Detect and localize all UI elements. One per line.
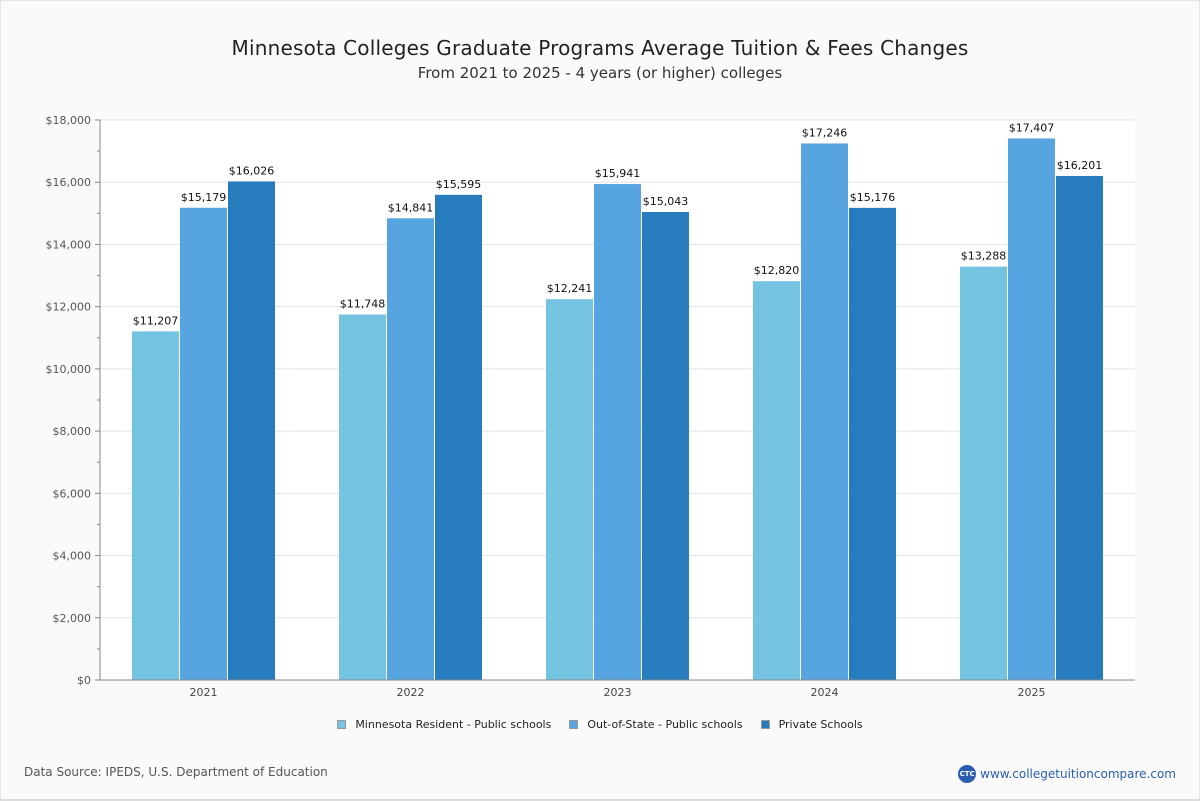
data-source: Data Source: IPEDS, U.S. Department of E…	[24, 765, 328, 779]
y-tick-label: $16,000	[46, 176, 92, 189]
bar	[642, 211, 689, 681]
x-tick-label: 2023	[604, 686, 632, 699]
bars: $11,207 $15,179 $16,026 $11,748 $14,841$15,5…	[132, 121, 1103, 681]
data-label: $15,941	[595, 167, 641, 180]
data-label: $15,176	[850, 191, 896, 204]
y-tick-label: $4,000	[53, 550, 92, 563]
bar	[960, 266, 1007, 680]
bar	[801, 143, 848, 681]
x-tick-label: 2022	[397, 686, 425, 699]
data-label: $16,201	[1057, 159, 1103, 172]
bar	[1008, 138, 1055, 681]
data-label: $15,595	[436, 178, 482, 191]
bar	[849, 207, 896, 680]
data-label: $17,246	[802, 126, 848, 139]
bar	[228, 181, 275, 680]
x-tick-label: 2021	[190, 686, 218, 699]
axes: $0 $2,000 $4,000 $6,000 $8,000 $10,000 $12,000…	[46, 114, 1135, 699]
brand-logo-icon: CTC	[958, 765, 977, 783]
bar	[435, 194, 482, 681]
bar	[132, 331, 179, 680]
legend-item-private[interactable]: Private Schools	[760, 718, 863, 731]
legend-item-resident[interactable]: Minnesota Resident - Public schools	[337, 718, 551, 731]
data-label: $16,026	[229, 164, 275, 177]
y-tick-label: $2,000	[53, 612, 92, 625]
data-label: $15,179	[181, 191, 227, 204]
y-tick-label: $12,000	[46, 301, 92, 314]
y-tick-label: $18,000	[46, 114, 92, 127]
legend-label: Private Schools	[778, 718, 863, 731]
y-tick-label: $14,000	[46, 238, 92, 251]
legend-swatch-out-of-state	[569, 720, 579, 729]
data-label: $13,288	[961, 250, 1007, 263]
legend-swatch-resident	[337, 720, 347, 729]
legend: Minnesota Resident - Public schools Out-…	[0, 718, 1200, 731]
legend-label: Out-of-State - Public schools	[587, 718, 743, 731]
bar	[594, 184, 641, 680]
data-label: $17,407	[1009, 121, 1055, 134]
legend-item-out-of-state[interactable]: Out-of-State - Public schools	[569, 718, 743, 731]
x-tick-label: 2024	[811, 686, 839, 699]
legend-swatch-private	[760, 720, 770, 729]
y-tick-label: $6,000	[53, 487, 92, 500]
bar	[1056, 175, 1103, 681]
data-label: $11,207	[133, 314, 179, 327]
data-label: $11,748	[340, 298, 386, 311]
legend-label: Minnesota Resident - Public schools	[355, 718, 552, 731]
y-tick-label: $10,000	[46, 363, 92, 376]
brand-link[interactable]: CTC www.collegetuitioncompare.com	[958, 765, 1176, 783]
bar	[180, 207, 227, 680]
bar	[387, 218, 434, 680]
bar	[339, 314, 386, 680]
y-tick-label: $0	[77, 674, 91, 687]
bar	[753, 281, 800, 680]
data-label: $12,241	[547, 282, 593, 295]
chart-title: Minnesota Colleges Graduate Programs Ave…	[231, 36, 969, 60]
y-tick-label: $8,000	[53, 425, 92, 438]
data-label: $15,043	[643, 195, 689, 208]
brand-url: www.collegetuitioncompare.com	[980, 767, 1176, 781]
data-label: $12,820	[754, 264, 800, 277]
data-label: $14,841	[388, 201, 434, 214]
chart-subtitle: From 2021 to 2025 - 4 years (or higher) …	[417, 64, 783, 82]
bar	[546, 299, 593, 680]
x-tick-label: 2025	[1018, 686, 1046, 699]
